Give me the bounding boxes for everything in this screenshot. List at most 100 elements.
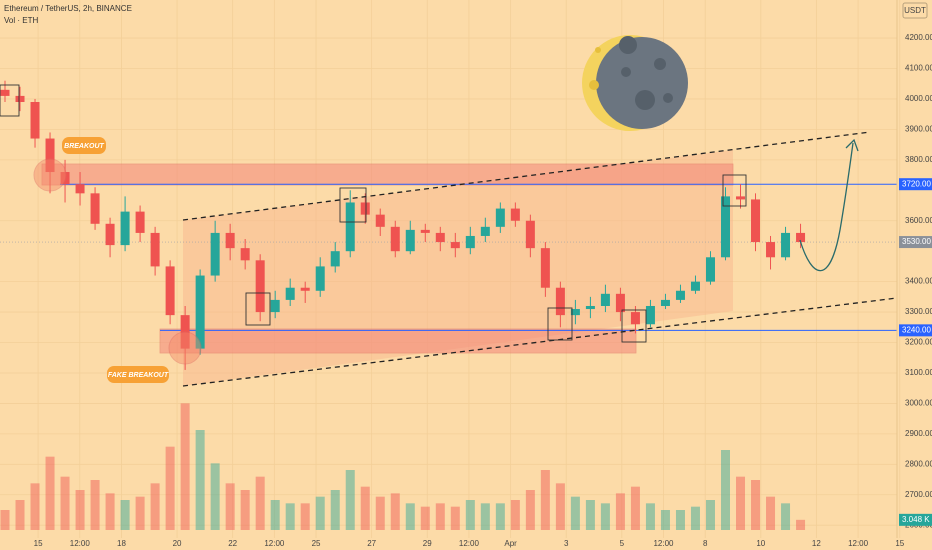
crater: [595, 47, 601, 53]
volume-bar: [645, 503, 655, 530]
x-tick-label: 12:00: [264, 539, 285, 548]
volume-bar: [30, 483, 40, 530]
volume-bar: [210, 463, 220, 530]
highlight-boxes: [0, 84, 747, 343]
level-label-box: [899, 324, 932, 337]
candle-body: [300, 287, 310, 291]
currency[interactable]: USDT: [904, 6, 926, 15]
volume-bar: [615, 493, 625, 530]
x-tick-label: 27: [367, 539, 376, 548]
x-tick-label: 12:00: [848, 539, 869, 548]
volume-bar: [240, 490, 250, 530]
annotation-pill: [62, 137, 106, 154]
candle-body: [195, 275, 205, 349]
candle-body: [315, 266, 325, 291]
x-tick-label: 10: [756, 539, 765, 548]
volume-bar: [570, 496, 580, 530]
channel-lower: [182, 297, 898, 387]
candle-body: [796, 232, 806, 243]
candle-body: [150, 232, 160, 267]
volume-bar: [15, 500, 25, 530]
volume-bar: [781, 503, 791, 530]
volume-bar: [540, 470, 550, 530]
volume-bar: [450, 506, 460, 530]
volume-bar: [345, 470, 355, 530]
candle-body: [570, 309, 580, 316]
volume-bar: [255, 476, 265, 530]
volume-bar: [0, 510, 10, 530]
annotation-pill: [107, 366, 169, 383]
y-tick-label: 2800.00: [905, 459, 932, 468]
candle-body: [240, 248, 250, 261]
candle-body: [705, 257, 715, 282]
volume-bar: [375, 496, 385, 530]
candle-body: [135, 211, 145, 233]
x-tick-label: 12: [812, 539, 821, 548]
candle-body: [60, 172, 70, 185]
candle-body: [75, 184, 85, 194]
annotation: FAKE BREAKOUT: [108, 372, 169, 379]
x-tick-label: 25: [312, 539, 321, 548]
candle-body: [30, 101, 40, 139]
box: [339, 187, 367, 223]
candle-body: [180, 315, 190, 349]
volume-bar: [585, 500, 595, 530]
candle-body: [0, 89, 10, 96]
y-tick-label: 2700.00: [905, 490, 932, 499]
box: [621, 309, 647, 343]
candle-body: [210, 232, 220, 276]
volume-bar: [180, 403, 190, 530]
y-tick-label: 4200.00: [905, 33, 932, 42]
crater: [621, 67, 631, 77]
candle-body: [600, 293, 610, 306]
x-tick-label: 15: [895, 539, 904, 548]
crater: [589, 80, 599, 90]
volume-bar: [525, 490, 535, 530]
volume-bar: [135, 496, 145, 530]
candle-body: [270, 299, 280, 313]
volume-bar: [60, 476, 70, 530]
candle-body: [90, 193, 100, 224]
box: [245, 292, 271, 326]
y-tick-label: 3600.00: [905, 216, 932, 225]
candle-body: [165, 266, 175, 316]
breakout-circle: [33, 158, 67, 192]
x-tick-label: 5: [620, 539, 625, 548]
volume-bar: [675, 510, 685, 530]
y-tick-label: 3000.00: [905, 399, 932, 408]
candle-body: [615, 293, 625, 313]
candle-body: [450, 242, 460, 249]
volume-bar: [150, 483, 160, 530]
volume-bar: [705, 500, 715, 530]
moon-icon: [582, 35, 688, 131]
candle-body: [630, 312, 640, 325]
candle-body: [675, 290, 685, 300]
candle-body: [660, 299, 670, 306]
candle-body: [105, 223, 115, 246]
volume-bar: [600, 503, 610, 530]
volume-bar: [45, 456, 55, 530]
volume-bar: [165, 446, 175, 530]
volume-bars: [0, 403, 806, 530]
currency-box[interactable]: [902, 2, 928, 19]
candle-body: [510, 208, 520, 221]
volume-bar: [720, 450, 730, 530]
candles: [0, 80, 806, 370]
volume-bar: [270, 500, 280, 530]
candle-body: [540, 248, 550, 288]
last-volume-box: [899, 513, 932, 526]
volume-bar: [435, 503, 445, 530]
candle-body: [480, 226, 490, 236]
x-tick-label: 12:00: [653, 539, 674, 548]
projection-arrow: [799, 142, 854, 272]
volume-bar: [300, 503, 310, 530]
candle-body: [330, 251, 340, 267]
box: [722, 174, 747, 207]
candle-body: [225, 232, 235, 249]
fake-breakout-circle: [168, 331, 202, 365]
y-tick-label: 4100.00: [905, 64, 932, 73]
candle-body: [375, 214, 385, 227]
y-tick-label: 3800.00: [905, 155, 932, 164]
y-tick-label: 2900.00: [905, 429, 932, 438]
